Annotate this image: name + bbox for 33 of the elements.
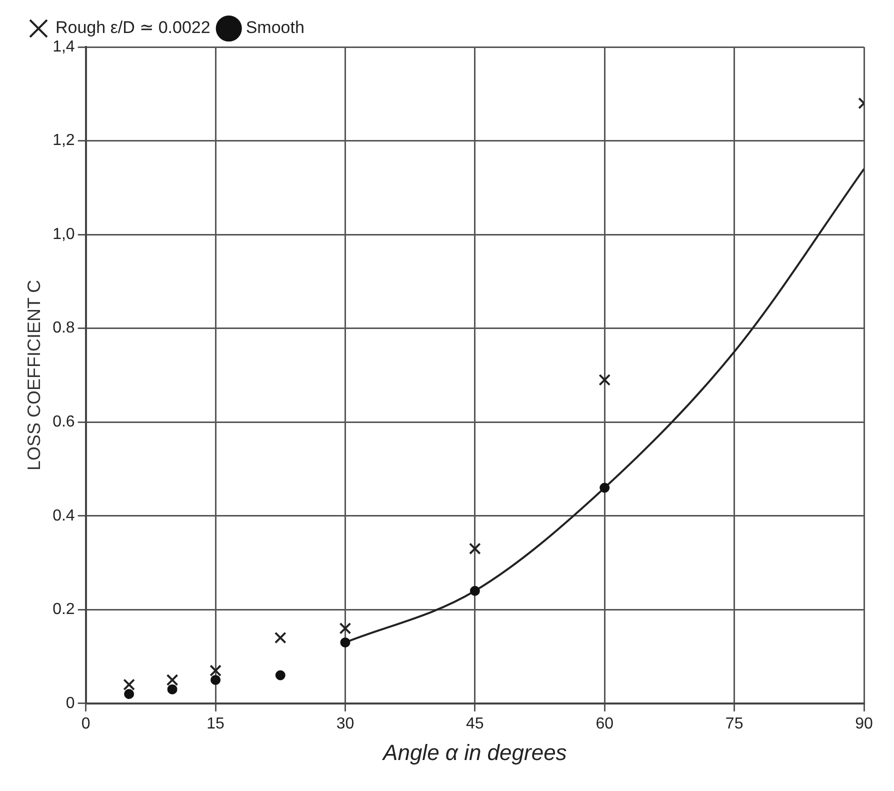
point xyxy=(167,684,178,694)
x-axis-title: Angle α in degrees xyxy=(381,740,567,765)
point xyxy=(166,674,178,686)
y-tick-label: 0 xyxy=(66,694,75,712)
point xyxy=(210,674,221,685)
y-axis-title: LOSS COEFFICIENT C xyxy=(24,280,44,471)
point xyxy=(468,542,481,555)
x-tick-label: 15 xyxy=(206,715,225,732)
point xyxy=(339,622,352,634)
point xyxy=(274,632,286,644)
x-tick-label: 45 xyxy=(466,715,484,732)
x-tick-label: 90 xyxy=(855,715,873,732)
y-tick-label: 1,4 xyxy=(52,38,75,56)
x-tick-label: 30 xyxy=(336,715,354,732)
x-tick-label: 75 xyxy=(725,715,744,732)
y-tick-label: 1,0 xyxy=(52,226,75,243)
legend-label: Smooth xyxy=(246,18,304,38)
point xyxy=(470,586,480,596)
point xyxy=(123,678,136,691)
y-tick-label: 0.6 xyxy=(52,413,75,430)
y-tick-label: 0.8 xyxy=(52,320,75,337)
x-tick-label: 0 xyxy=(81,715,90,732)
point xyxy=(124,689,134,700)
x-tick-label: 60 xyxy=(596,715,614,732)
y-tick-label: 1,2 xyxy=(52,132,75,150)
y-tick-label: 0.2 xyxy=(52,601,75,618)
legend-label: Rough ε/D ≃ 0.0022 xyxy=(56,18,210,38)
point xyxy=(275,670,286,680)
y-tick-label: 0.4 xyxy=(52,507,75,524)
point xyxy=(598,374,611,386)
point xyxy=(210,664,222,677)
point xyxy=(340,637,350,648)
point xyxy=(600,482,610,493)
